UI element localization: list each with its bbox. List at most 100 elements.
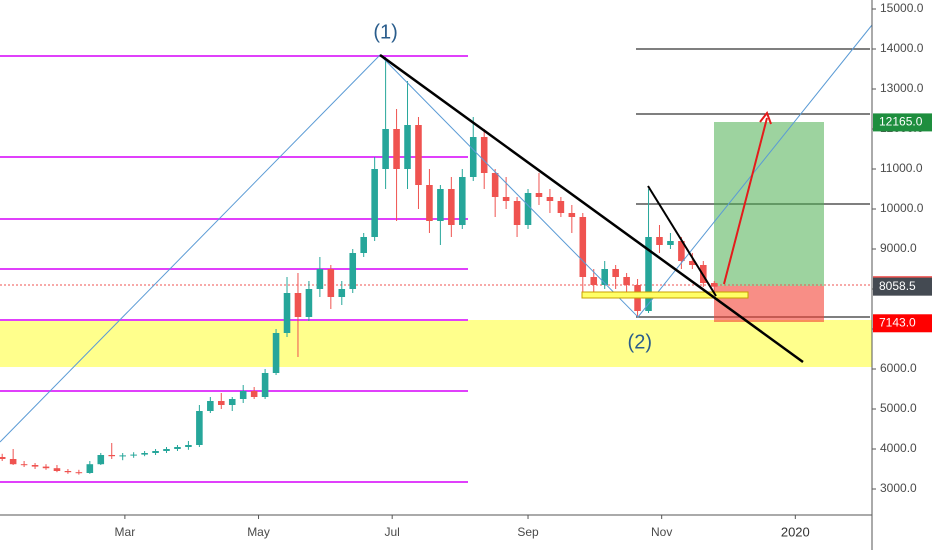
y-tick-label: 15000.0 xyxy=(880,1,924,15)
candle-body xyxy=(316,269,324,289)
y-tick-label: 5000.0 xyxy=(880,401,917,415)
candle-body xyxy=(228,399,236,405)
candle-body xyxy=(404,125,411,169)
candle-body xyxy=(130,454,137,456)
y-tick-label: 4000.0 xyxy=(880,441,917,455)
candle-body xyxy=(86,464,94,473)
price-label: 12165.0 xyxy=(879,115,923,129)
candle-body xyxy=(667,241,674,245)
candles xyxy=(0,57,718,475)
candle-body xyxy=(557,201,565,213)
arrow xyxy=(723,117,768,285)
candle-body xyxy=(360,237,367,253)
x-tick-label: 2020 xyxy=(781,524,810,539)
annotation: (2) xyxy=(628,331,652,353)
x-tick-label: May xyxy=(247,525,270,539)
candle-body xyxy=(393,129,400,169)
candle-body xyxy=(218,401,225,405)
candle-body xyxy=(535,193,543,197)
candle-body xyxy=(689,261,696,265)
candle-body xyxy=(283,293,291,333)
candle-body xyxy=(196,411,203,445)
candle-body xyxy=(382,129,389,169)
candle-body xyxy=(459,177,466,225)
y-tick-label: 14000.0 xyxy=(880,41,924,55)
profit-zone xyxy=(714,122,824,286)
candle-body xyxy=(415,125,422,185)
candle-body xyxy=(174,447,181,449)
candle-body xyxy=(710,283,718,287)
candle-body xyxy=(645,237,652,311)
y-tick-label: 10000.0 xyxy=(880,201,924,215)
price-label-bg xyxy=(873,277,932,296)
candle-body xyxy=(119,455,126,457)
candle-body xyxy=(9,459,17,465)
candle-body xyxy=(349,253,357,289)
loss-zone xyxy=(714,286,824,322)
candle-body xyxy=(338,289,346,297)
candle-body xyxy=(305,289,313,317)
price-label-bg xyxy=(873,113,932,132)
candle-body xyxy=(469,137,477,177)
candle-body xyxy=(524,193,532,225)
candle-body xyxy=(42,466,50,469)
x-tick-label: Mar xyxy=(115,525,136,539)
candle-body xyxy=(152,451,159,453)
arrow-head xyxy=(759,110,772,125)
candle-body xyxy=(53,468,61,471)
small-zone xyxy=(581,291,749,299)
y-tick-label: 13000.0 xyxy=(880,81,924,95)
y-tick-label: 3000.0 xyxy=(880,481,917,495)
candle-body xyxy=(327,269,335,297)
candle-body xyxy=(480,137,488,173)
candle-body xyxy=(294,293,302,317)
candle-body xyxy=(502,197,510,201)
level-lines xyxy=(0,55,468,483)
y-tick-label: 9000.0 xyxy=(880,241,917,255)
y-tick-label: 6000.0 xyxy=(880,361,917,375)
x-tick-label: Nov xyxy=(651,525,672,539)
candle-body xyxy=(426,185,433,221)
annotation: (1) xyxy=(373,21,397,43)
trend-line xyxy=(647,185,717,297)
wave-line xyxy=(0,24,873,443)
candle-body xyxy=(491,173,499,197)
price-label-bg xyxy=(873,314,932,333)
candle-body xyxy=(97,455,105,465)
candle-body xyxy=(568,213,576,217)
candle-body xyxy=(590,277,598,285)
x-tick-label: Sep xyxy=(517,525,539,539)
candle-body xyxy=(185,445,192,447)
candle-body xyxy=(207,401,214,411)
candle-body xyxy=(656,237,663,245)
candle-body xyxy=(239,391,247,399)
x-tick-label: Jul xyxy=(385,525,400,539)
candle-body xyxy=(678,241,685,261)
candle-body xyxy=(20,464,28,466)
candle-body xyxy=(579,217,587,277)
candle-body xyxy=(513,201,521,225)
candle-body xyxy=(108,455,116,457)
candle-body xyxy=(250,391,258,397)
price-label: 8058.5 xyxy=(879,279,916,293)
candle-body xyxy=(75,472,83,474)
support-zone xyxy=(0,320,872,367)
candle-body xyxy=(371,169,378,237)
wave-lines xyxy=(0,24,873,443)
candle-body xyxy=(448,189,455,225)
y-tick-label: 11000.0 xyxy=(880,161,923,175)
candle-body xyxy=(272,333,280,373)
candle-body xyxy=(261,373,269,397)
candle-body xyxy=(0,457,6,459)
candle-body xyxy=(601,269,608,285)
candle-body xyxy=(612,269,619,277)
candle-body xyxy=(546,197,554,201)
candle-body xyxy=(31,465,39,467)
price-label: 7143.0 xyxy=(879,315,916,329)
trend-line xyxy=(379,53,804,364)
candle-body xyxy=(437,189,444,221)
candle-body xyxy=(64,471,72,473)
candle-body xyxy=(141,453,148,455)
